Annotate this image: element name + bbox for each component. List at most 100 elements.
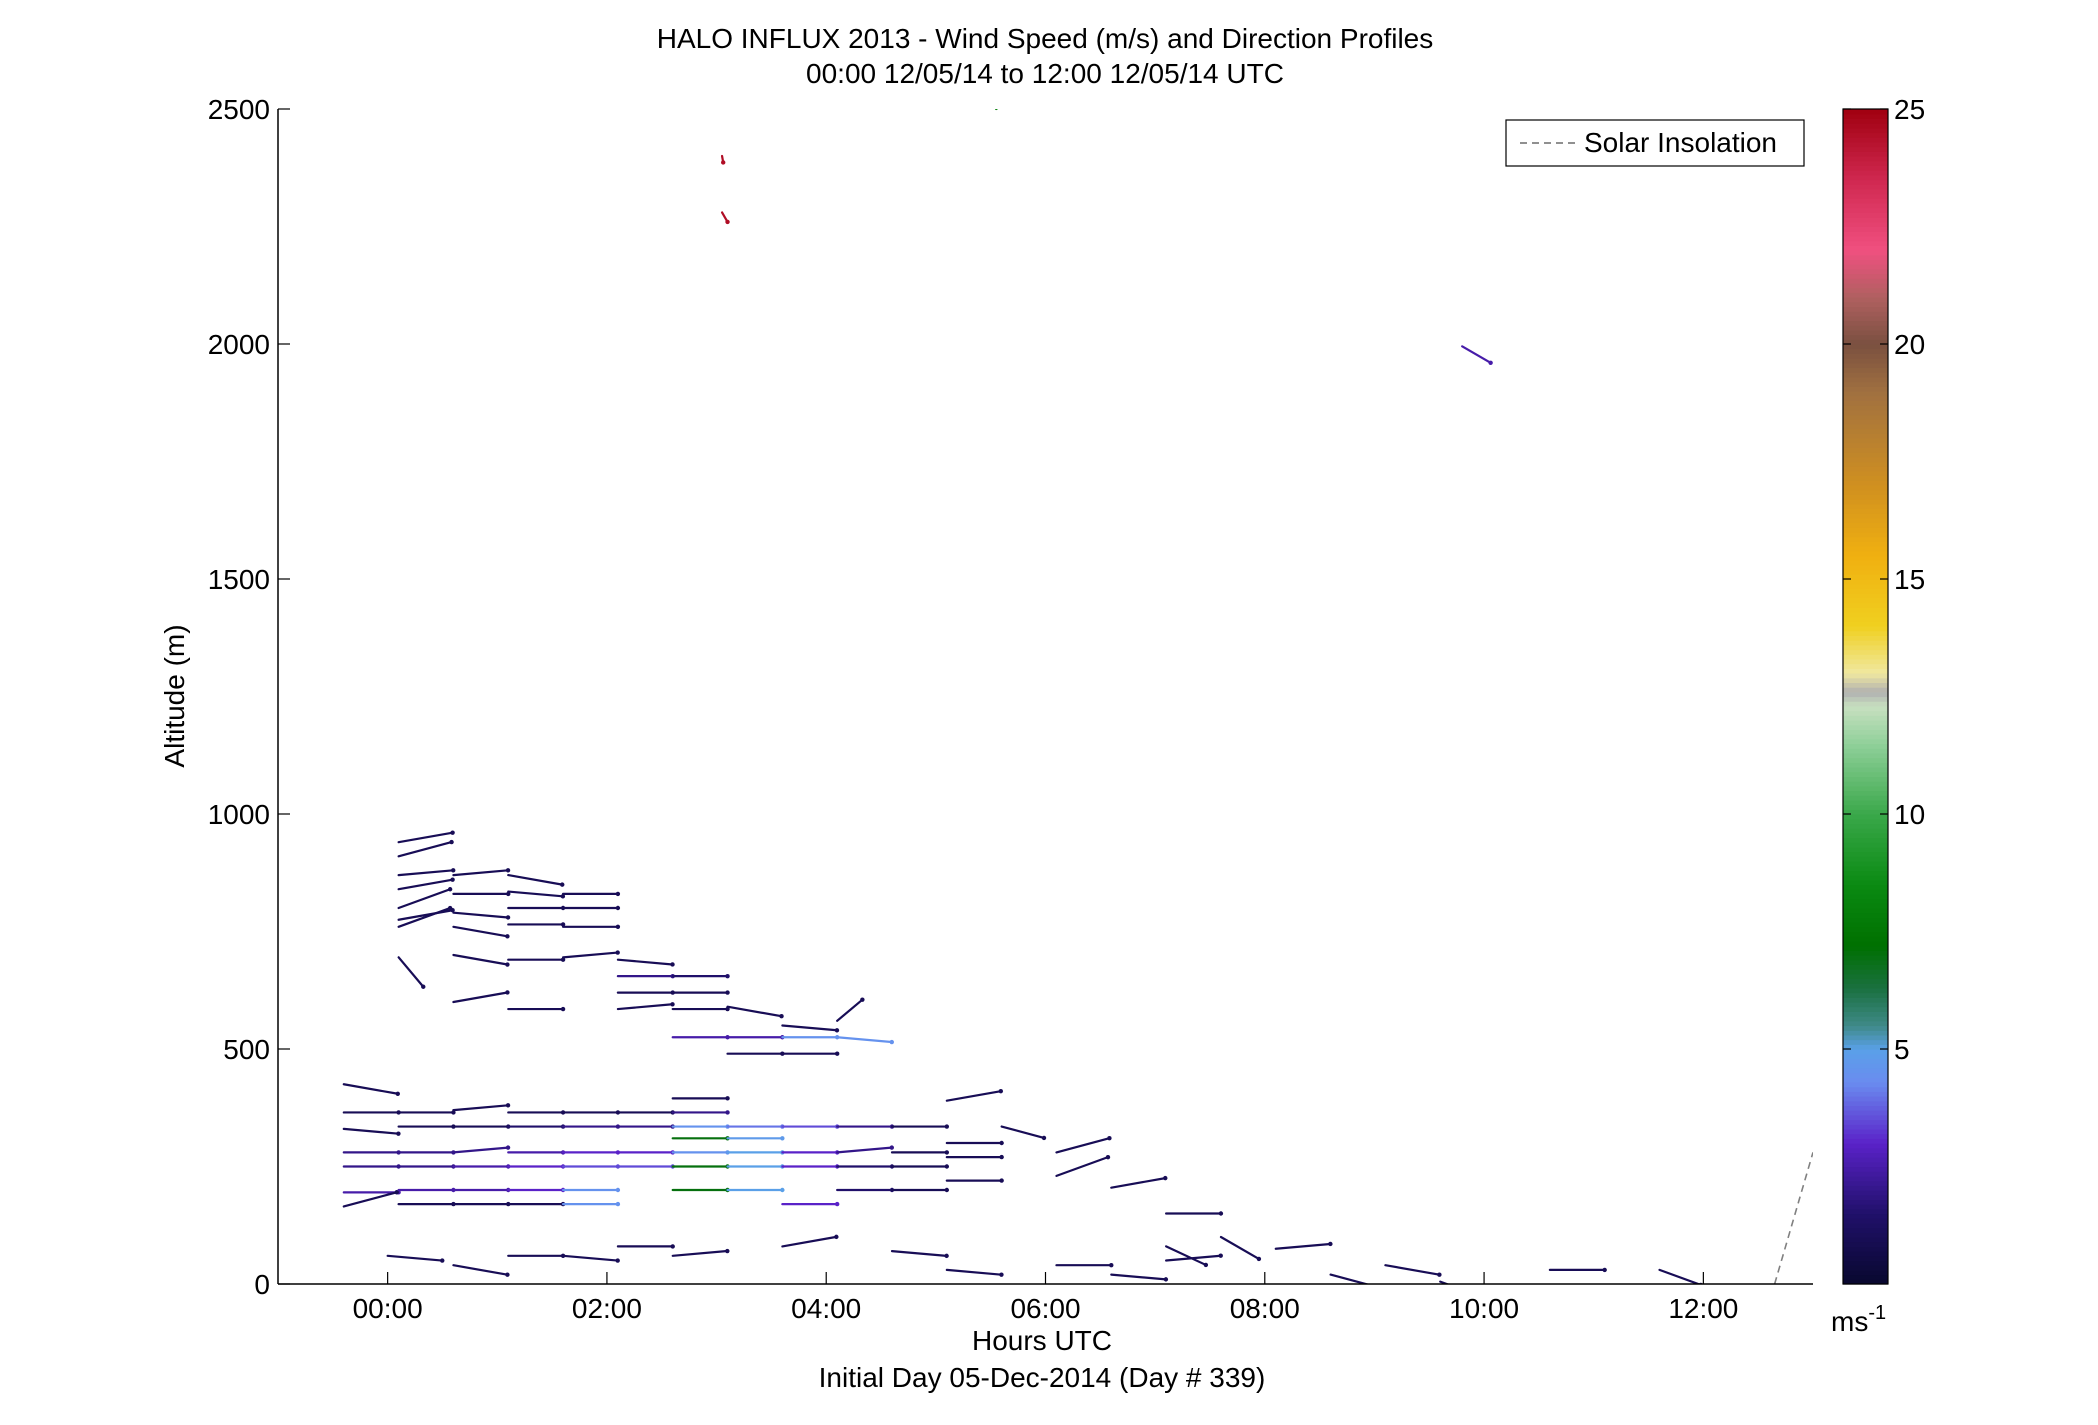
y-axis-ticks: 0 500 1000 1500 2000 2500	[208, 94, 290, 1300]
colorbar-segment	[1843, 311, 1888, 317]
colorbar-segment	[1843, 978, 1888, 984]
x-tick-label: 00:00	[353, 1293, 423, 1324]
colorbar-segment	[1843, 447, 1888, 453]
wind-vector	[1055, 1156, 1110, 1178]
colorbar-segment	[1843, 715, 1888, 721]
colorbar-segment	[1843, 1124, 1888, 1130]
chart-subtitle: 00:00 12/05/14 to 12:00 12/05/14 UTC	[806, 58, 1284, 89]
colorbar-segment	[1843, 499, 1888, 505]
x-tick-label: 08:00	[1230, 1293, 1300, 1324]
colorbar-segment	[1843, 574, 1888, 580]
wind-vector-tip	[506, 891, 511, 897]
colorbar-segment	[1843, 325, 1888, 331]
wind-vector-tip	[615, 950, 620, 955]
colorbar-segment	[1843, 334, 1888, 340]
colorbar-segment	[1843, 527, 1888, 533]
wind-vector-tip	[725, 1248, 730, 1254]
colorbar-segment	[1843, 673, 1888, 679]
x-tick-label: 02:00	[572, 1293, 642, 1324]
wind-vector-tip	[451, 1110, 456, 1115]
colorbar-segment	[1843, 1058, 1888, 1064]
wind-vector	[671, 1249, 729, 1257]
wind-vector-tip	[615, 905, 621, 911]
colorbar-segment	[1843, 184, 1888, 190]
chart-title: HALO INFLUX 2013 - Wind Speed (m/s) and …	[657, 23, 1434, 54]
colorbar-segment	[1843, 1081, 1888, 1088]
wind-vector-tip	[615, 1201, 621, 1207]
wind-vector	[452, 911, 510, 919]
wind-vector-tip	[447, 887, 453, 892]
colorbar-segment	[1843, 1204, 1888, 1210]
colorbar-segment	[1843, 461, 1888, 467]
colorbar-segment	[1843, 959, 1888, 965]
colorbar-segment	[1843, 1049, 1888, 1055]
wind-vector-tip	[998, 1088, 1004, 1094]
colorbar-segment	[1843, 879, 1888, 886]
colorbar-segment	[1843, 212, 1888, 218]
colorbar-segment	[1843, 1260, 1888, 1266]
colorbar-segment	[1843, 597, 1888, 604]
y-tick-label: 0	[254, 1269, 270, 1300]
colorbar-segment	[1843, 992, 1888, 998]
colorbar-segment	[1843, 729, 1888, 735]
colorbar-segment	[1843, 795, 1888, 801]
colorbar-segment	[1843, 785, 1888, 792]
wind-vector-tip	[449, 839, 454, 845]
colorbar-segment	[1843, 1218, 1888, 1224]
colorbar-segment	[1843, 179, 1888, 185]
colorbar-segment	[1843, 1152, 1888, 1158]
colorbar-segment	[1843, 875, 1888, 881]
colorbar-segment	[1843, 1053, 1888, 1059]
wind-vector-tip	[505, 934, 510, 939]
colorbar-segment	[1843, 1175, 1888, 1182]
colorbar-segment	[1843, 254, 1888, 260]
colorbar-segment	[1843, 160, 1888, 166]
colorbar-segment	[1843, 842, 1888, 848]
wind-vector-tip	[560, 894, 566, 899]
wind-vector-tip	[560, 922, 566, 927]
colorbar-segment	[1843, 287, 1888, 293]
wind-vector	[1329, 1273, 1370, 1284]
x-tick-label: 04:00	[791, 1293, 861, 1324]
wind-vector-tip	[1107, 1136, 1112, 1141]
y-tick-label: 1000	[208, 799, 270, 830]
colorbar-segment	[1843, 799, 1888, 806]
colorbar-segment	[1843, 809, 1888, 815]
colorbar-segment	[1843, 329, 1888, 336]
colorbar-segment	[1843, 207, 1888, 213]
colorbar-segment	[1843, 1006, 1888, 1012]
colorbar-segment	[1843, 423, 1888, 430]
colorbar-segment	[1843, 616, 1888, 622]
colorbar-segment	[1843, 339, 1888, 345]
wind-vector	[397, 888, 452, 910]
wind-vector	[507, 873, 564, 886]
wind-vector	[1461, 345, 1492, 364]
colorbar-segment	[1843, 1011, 1888, 1017]
wind-vector	[1274, 1242, 1332, 1250]
colorbar-segment	[1843, 964, 1888, 970]
colorbar-segment	[1843, 508, 1888, 514]
colorbar-segment	[1843, 687, 1888, 693]
wind-vector-tip	[394, 1190, 399, 1195]
colorbar-segment	[1843, 391, 1888, 397]
wind-vector-tip	[780, 1187, 785, 1193]
colorbar-segment	[1843, 466, 1888, 472]
wind-vector-tip	[615, 1258, 620, 1263]
colorbar-segment	[1843, 109, 1888, 115]
colorbar-segment	[1843, 771, 1888, 777]
wind-vector-tip	[944, 1253, 949, 1259]
wind-vector-tip	[615, 924, 621, 929]
colorbar-segment	[1843, 734, 1888, 740]
colorbar-segment	[1843, 701, 1888, 707]
wind-vector	[386, 1254, 444, 1262]
wind-vector	[452, 953, 509, 966]
colorbar-segment	[1843, 1222, 1888, 1229]
x-axis-sublabel: Initial Day 05-Dec-2014 (Day # 339)	[819, 1362, 1266, 1393]
colorbar-segment	[1843, 1138, 1888, 1144]
colorbar-segment	[1843, 306, 1888, 312]
colorbar-segment	[1843, 743, 1888, 749]
wind-vector-tip	[725, 990, 730, 995]
colorbar-segment	[1843, 926, 1888, 933]
x-axis-ticks: 00:00 02:00 04:00 06:00 08:00 10:00 12:00	[353, 1272, 1738, 1324]
wind-vector-tip	[447, 905, 453, 911]
